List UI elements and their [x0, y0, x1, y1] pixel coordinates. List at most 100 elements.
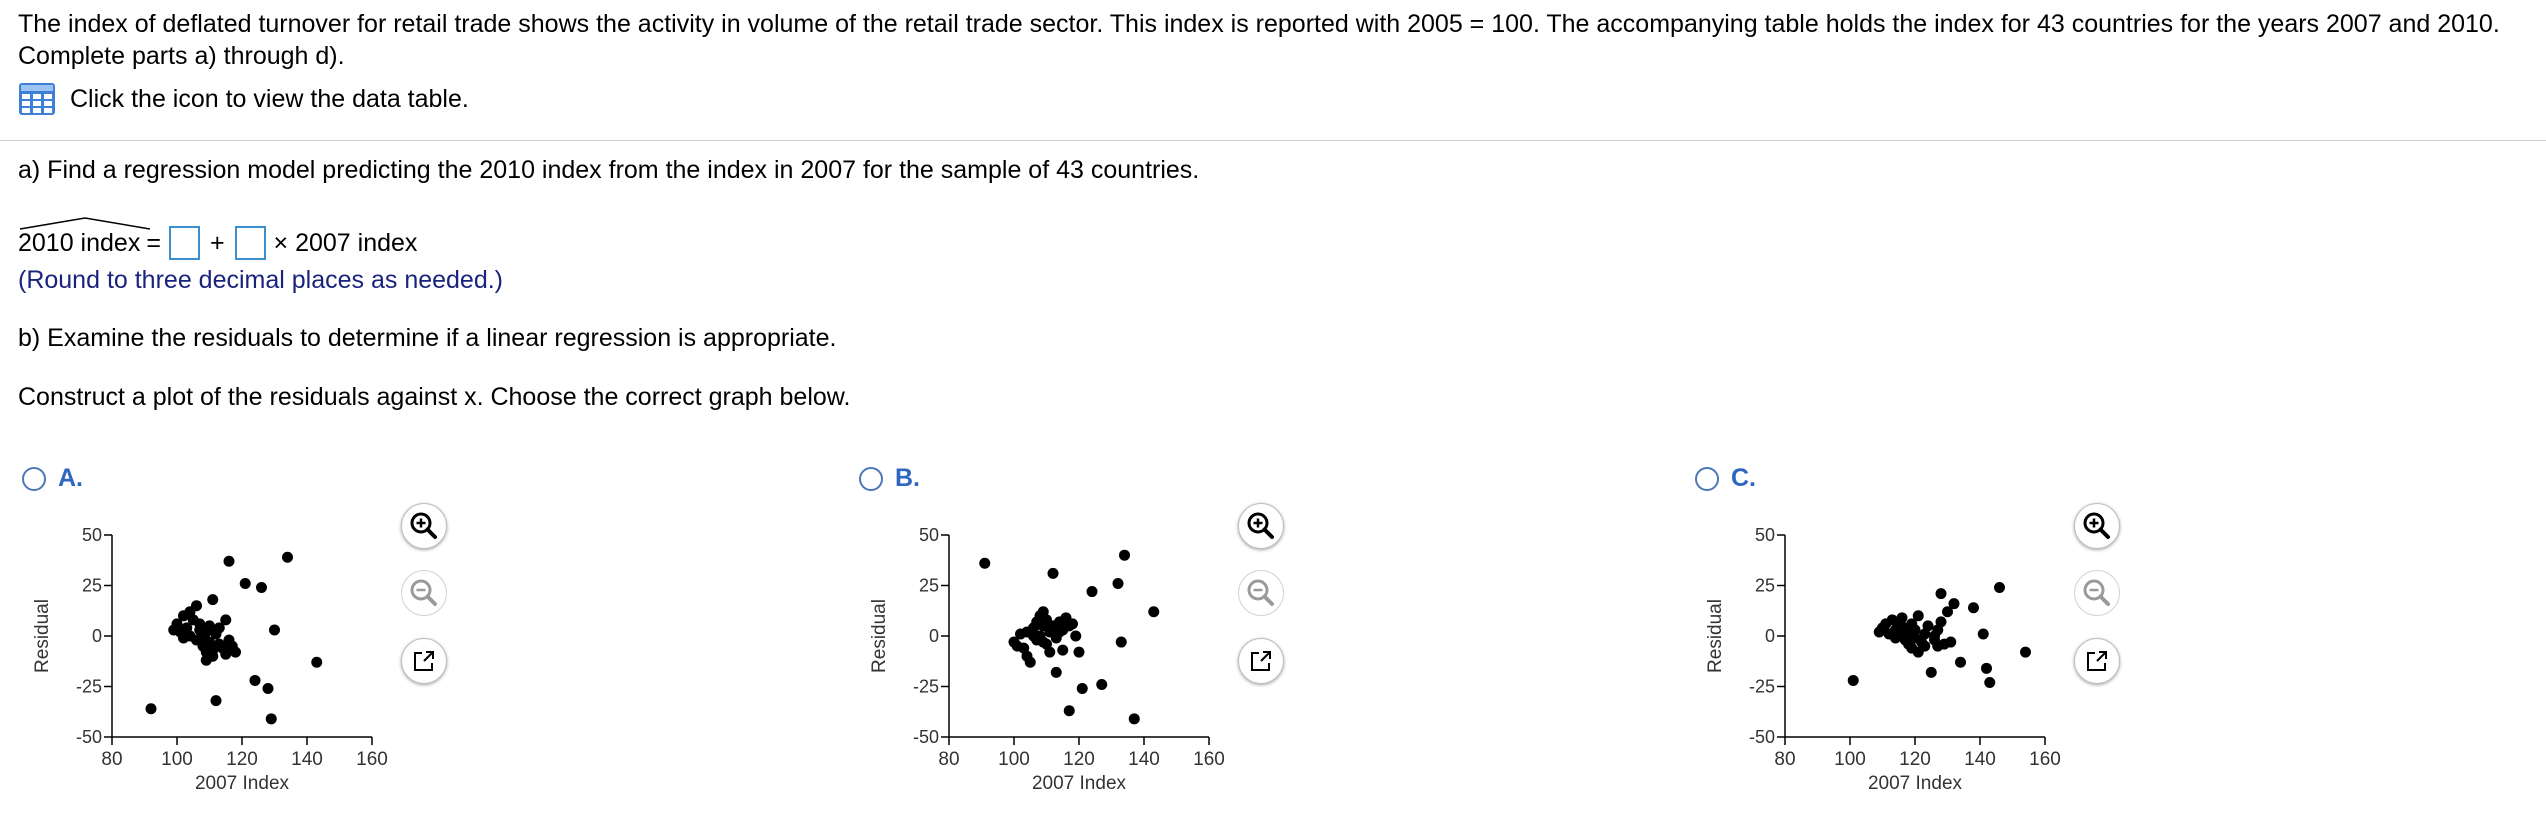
data-point	[265, 713, 277, 725]
grid-table-icon[interactable]	[18, 82, 56, 116]
option-a-label[interactable]: A.	[58, 464, 83, 492]
option-b-popout-button[interactable]	[1238, 638, 1284, 684]
regression-equation: 2010 index = + × 2007 index	[18, 216, 418, 260]
option-a-zoom-in-button[interactable]	[401, 503, 447, 549]
data-point	[1037, 636, 1049, 648]
option-a: A. 50 25 0 -25 -50 80 100 120 140 160 Residual 20…	[0, 455, 840, 825]
option-b-zoom-in-button[interactable]	[1238, 503, 1284, 549]
data-point	[213, 622, 225, 634]
option-c-select[interactable]: C.	[1695, 464, 1756, 493]
data-point	[1148, 606, 1160, 618]
data-point	[256, 582, 267, 594]
slope-input[interactable]	[234, 226, 266, 260]
data-point	[1050, 666, 1062, 678]
part-a-question: a) Find a regression model predicting th…	[18, 156, 1200, 184]
data-point	[282, 551, 293, 563]
zoom-out-icon	[2083, 579, 2110, 606]
data-point	[979, 557, 991, 569]
option-b-select[interactable]: B.	[859, 464, 920, 493]
equation-rhs-term: × 2007 index	[273, 228, 418, 257]
option-c-zoom-in-button[interactable]	[2074, 503, 2120, 549]
data-point	[1096, 678, 1108, 690]
data-point	[1847, 674, 1859, 686]
y-tick-label: -25	[76, 677, 102, 697]
x-tick-label: 120	[1063, 749, 1095, 770]
option-c: C. 50 25 0 -25 -50 80 100 120 140 160 Residual 20…	[1673, 455, 2513, 825]
option-c-points	[1847, 582, 2031, 688]
data-point	[1076, 683, 1088, 695]
data-point	[1067, 618, 1078, 630]
data-point	[1128, 713, 1140, 725]
data-point	[1955, 656, 1966, 668]
y-tick-label: 0	[92, 626, 102, 646]
option-a-zoom-out-button[interactable]	[401, 570, 447, 616]
intercept-input[interactable]	[168, 226, 200, 260]
option-a-ylabel: Residual	[32, 599, 53, 673]
data-point	[1896, 612, 1908, 624]
predicted-variable: 2010 index	[18, 216, 151, 258]
data-point	[1024, 656, 1036, 668]
x-tick-label: 120	[1899, 749, 1931, 770]
x-tick-label: 140	[291, 749, 323, 770]
option-a-select[interactable]: A.	[22, 464, 83, 493]
data-point	[269, 624, 280, 636]
x-tick-label: 160	[356, 749, 388, 770]
data-point	[1054, 626, 1065, 638]
data-point	[1981, 662, 1992, 674]
equation-lhs: 2010 index	[18, 228, 141, 257]
data-point	[262, 683, 274, 695]
y-tick-label: -25	[1749, 677, 1775, 697]
option-c-ylabel: Residual	[1705, 599, 1726, 673]
rounding-note: (Round to three decimal places as needed…	[18, 266, 504, 294]
x-tick-label: 140	[1128, 749, 1160, 770]
zoom-out-icon	[1247, 579, 1274, 606]
y-tick-label: -50	[1749, 727, 1775, 747]
x-tick-label: 80	[101, 749, 122, 770]
data-point	[1028, 630, 1039, 642]
y-tick-label: 25	[1755, 576, 1775, 596]
data-point	[1922, 620, 1934, 632]
section-divider	[0, 140, 2546, 141]
x-tick-label: 80	[1774, 749, 1795, 770]
option-c-popout-button[interactable]	[2074, 638, 2120, 684]
option-c-label[interactable]: C.	[1731, 464, 1756, 492]
data-point	[220, 614, 232, 626]
option-b-radio[interactable]	[859, 466, 883, 491]
option-c-zoom-out-button[interactable]	[2074, 570, 2120, 616]
y-tick-label: 25	[919, 576, 939, 596]
data-point	[220, 648, 232, 660]
data-point	[1925, 666, 1937, 678]
data-point	[1919, 640, 1931, 652]
zoom-in-icon	[410, 512, 437, 539]
option-b-zoom-out-button[interactable]	[1238, 570, 1284, 616]
option-c-radio[interactable]	[1695, 466, 1719, 491]
data-point	[1912, 610, 1924, 622]
intro-text: The index of deflated turnover for retai…	[18, 10, 2500, 70]
option-a-radio[interactable]	[22, 466, 46, 491]
option-b: B. 50 25 0 -25 -50 80 100 120 140 160 Residual 20…	[837, 455, 1677, 825]
data-point	[1935, 588, 1947, 600]
data-point	[1063, 705, 1075, 717]
zoom-out-icon	[410, 579, 437, 606]
data-point	[2020, 646, 2031, 658]
data-point	[1977, 628, 1989, 640]
answer-options: A. 50 25 0 -25 -50 80 100 120 140 160 Residual 20…	[0, 455, 2546, 825]
popout-icon	[1251, 651, 1271, 671]
data-table-link[interactable]: Click the icon to view the data table.	[18, 82, 469, 116]
data-point	[1984, 676, 1996, 688]
popout-icon	[2087, 651, 2107, 671]
option-c-xlabel: 2007 Index	[1868, 773, 1963, 794]
option-a-popout-button[interactable]	[401, 638, 447, 684]
data-table-link-label[interactable]: Click the icon to view the data table.	[70, 85, 469, 113]
data-point	[230, 646, 241, 658]
option-b-label[interactable]: B.	[895, 464, 920, 492]
data-point	[1070, 630, 1082, 642]
data-point	[1968, 602, 1979, 614]
x-tick-label: 80	[938, 749, 959, 770]
x-tick-label: 140	[1964, 749, 1996, 770]
